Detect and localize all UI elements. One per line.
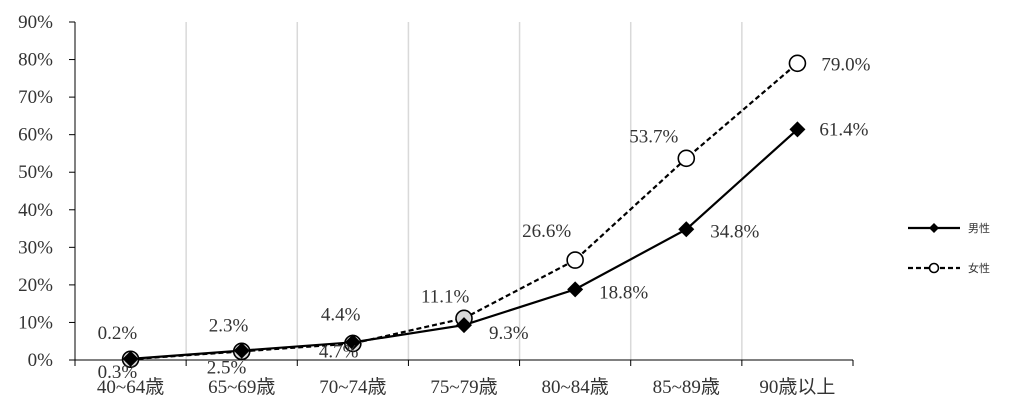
data-label-female: 0.2%: [98, 323, 138, 344]
y-tick-label: 20%: [18, 275, 53, 296]
legend-item-female: 女性: [908, 261, 990, 275]
data-label-male: 34.8%: [710, 221, 759, 242]
data-point-female: [788, 54, 807, 73]
data-labels: 0.2% 2.3% 4.4% 11.1% 26.6% 53.7% 79.0% 0.3% 2.5%…: [98, 54, 871, 383]
data-label-male: 2.5%: [207, 358, 247, 379]
data-point-male: [122, 350, 139, 367]
legend-diamond-marker: [929, 223, 939, 233]
data-label-female: 4.4%: [321, 304, 361, 325]
series-markers: [121, 54, 807, 369]
data-label-male: 9.3%: [489, 323, 529, 344]
data-label-female: 11.1%: [421, 286, 470, 307]
x-tick-label: 70~74歳: [319, 376, 386, 398]
gridlines: [185, 22, 743, 360]
data-point-male: [678, 221, 695, 238]
data-point-female: [677, 149, 696, 168]
legend-item-male: 男性: [908, 221, 990, 235]
y-tick-label: 10%: [18, 312, 53, 333]
data-label-female: 26.6%: [522, 221, 571, 242]
data-label-male: 18.8%: [599, 282, 648, 303]
x-tick-label: 85~89歳: [653, 376, 720, 398]
y-tick-label: 30%: [18, 237, 53, 258]
legend-label-male: 男性: [968, 221, 990, 235]
y-tick-label: 50%: [18, 162, 53, 183]
y-tick-label: 0%: [28, 350, 54, 371]
data-point-male: [233, 342, 250, 359]
x-tick-label: 80~84歳: [542, 376, 609, 398]
data-point-male: [567, 281, 584, 298]
data-label-female: 2.3%: [209, 315, 249, 336]
x-tick-label: 75~79歳: [430, 376, 497, 398]
legend: 男性 女性: [908, 221, 990, 275]
y-tick-label: 70%: [18, 87, 53, 108]
data-label-male: 4.7%: [319, 341, 359, 362]
data-label-female: 79.0%: [821, 54, 870, 75]
y-tick-label: 60%: [18, 125, 53, 146]
data-point-male: [344, 334, 361, 351]
x-tick-label: 90歳以上: [759, 376, 835, 398]
data-label-male: 0.3%: [98, 362, 138, 383]
y-tick-label: 80%: [18, 50, 53, 71]
x-tick-label: 65~69歳: [208, 376, 275, 398]
axes: 0% 10% 20% 30% 40% 50% 60% 70% 80% 90% 40~64歳 65~69…: [18, 12, 854, 398]
data-point-female: [566, 251, 584, 269]
y-tick-label: 40%: [18, 200, 53, 221]
y-tick-label: 90%: [18, 12, 53, 33]
data-label-male: 61.4%: [819, 119, 868, 140]
data-point-male: [789, 121, 806, 138]
data-point-male: [456, 317, 472, 334]
x-tick-label: 40~64歳: [97, 376, 164, 398]
legend-label-female: 女性: [968, 261, 990, 275]
data-label-female: 53.7%: [629, 126, 678, 147]
legend-circle-marker: [928, 262, 940, 274]
